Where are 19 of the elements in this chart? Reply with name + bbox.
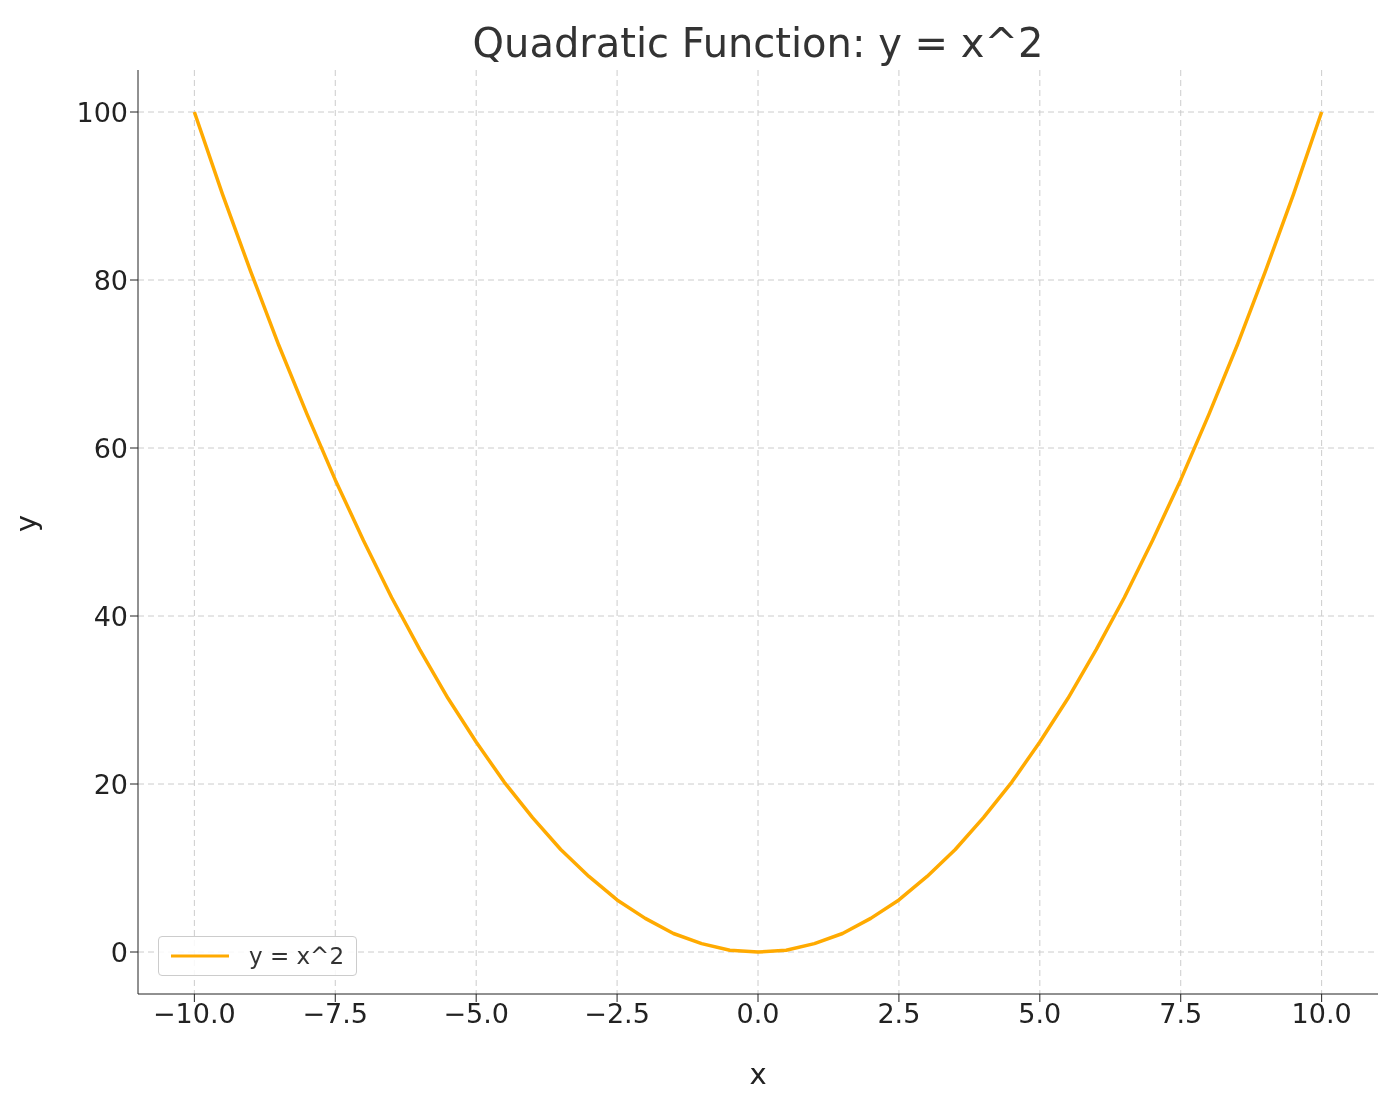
x-tick-label: 7.5 <box>1159 998 1203 1030</box>
x-tick-label: −5.0 <box>443 998 509 1030</box>
chart-title: Quadratic Function: y = x^2 <box>471 20 1045 66</box>
x-tick-label: 5.0 <box>1018 998 1062 1030</box>
y-tick-label: 20 <box>93 768 128 800</box>
x-tick-label: −2.5 <box>584 998 650 1030</box>
y-tick-label: 40 <box>93 600 128 632</box>
legend-label: y = x^2 <box>249 943 345 969</box>
y-tick-label: 60 <box>93 432 128 464</box>
y-tick-label: 100 <box>76 96 128 128</box>
x-tick-label: 0.0 <box>736 998 780 1030</box>
y-tick-label: 0 <box>110 936 128 968</box>
y-axis-title: y <box>9 514 44 532</box>
x-tick-label: −7.5 <box>302 998 369 1030</box>
x-tick-label: 10.0 <box>1291 998 1352 1030</box>
x-tick-label: −10.0 <box>152 998 236 1030</box>
x-axis-title: x <box>749 1057 767 1091</box>
x-tick-label: 2.5 <box>877 998 921 1030</box>
y-tick-label: 80 <box>93 264 128 296</box>
